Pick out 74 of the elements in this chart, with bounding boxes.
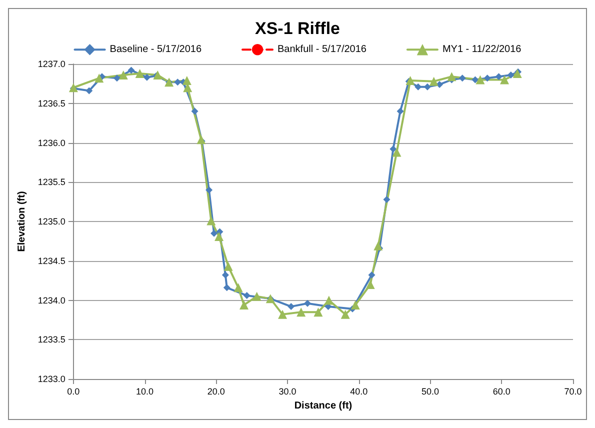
x-tick-label: 70.0 xyxy=(564,386,582,396)
y-tick-label: 1233.0 xyxy=(38,374,66,384)
point xyxy=(143,74,150,81)
point xyxy=(396,108,404,115)
point xyxy=(458,74,466,82)
point xyxy=(153,70,162,80)
point xyxy=(390,146,397,153)
point xyxy=(288,303,295,310)
point xyxy=(507,72,514,79)
point xyxy=(314,308,323,317)
y-tick-label: 1236.5 xyxy=(38,98,66,108)
legend-label: Bankfull - 5/17/2016 xyxy=(278,44,367,56)
x-tick-label: 50.0 xyxy=(422,386,440,396)
point xyxy=(484,74,491,82)
y-tick-label: 1237.0 xyxy=(38,59,66,69)
point xyxy=(340,310,350,319)
point xyxy=(304,300,312,307)
point xyxy=(472,76,479,84)
point xyxy=(383,196,390,203)
x-tick-label: 30.0 xyxy=(278,386,296,396)
point xyxy=(392,148,402,157)
point xyxy=(500,75,509,84)
point xyxy=(374,241,383,250)
point xyxy=(368,272,376,279)
point xyxy=(278,310,288,319)
point xyxy=(118,70,128,80)
point xyxy=(476,75,485,84)
y-axis-title: Elevation (ft) xyxy=(16,191,28,252)
y-tick-label: 1233.5 xyxy=(38,334,66,345)
point xyxy=(296,308,306,317)
point xyxy=(424,83,431,90)
point xyxy=(252,292,262,301)
point xyxy=(429,76,438,86)
x-tick-label: 10.0 xyxy=(136,386,154,396)
point xyxy=(206,186,213,194)
point xyxy=(222,272,229,279)
point xyxy=(414,83,422,90)
point xyxy=(406,76,415,86)
legend-label: Baseline - 5/17/2016 xyxy=(110,44,202,56)
x-tick-label: 60.0 xyxy=(492,386,510,396)
point xyxy=(243,292,250,300)
point xyxy=(224,262,233,271)
point xyxy=(196,135,206,144)
chart-title: XS-1 Riffle xyxy=(254,19,340,38)
point xyxy=(239,300,248,310)
point xyxy=(86,87,93,94)
point xyxy=(113,74,120,82)
x-axis-title: Distance (ft) xyxy=(294,400,352,412)
y-tick-label: 1234.5 xyxy=(38,256,66,266)
point xyxy=(128,66,135,74)
y-tick-label: 1235.0 xyxy=(38,216,66,226)
point xyxy=(206,216,216,226)
point xyxy=(512,68,522,78)
point xyxy=(174,78,182,86)
point xyxy=(191,108,198,115)
point xyxy=(210,230,218,237)
y-tick-label: 1236.0 xyxy=(38,138,66,148)
x-tick-label: 20.0 xyxy=(207,386,225,396)
x-tick-label: 0.0 xyxy=(67,386,80,396)
point xyxy=(94,74,104,83)
point xyxy=(495,73,502,80)
point xyxy=(324,296,334,305)
point xyxy=(223,284,230,292)
legend-label: MY1 - 11/22/2016 xyxy=(442,44,522,56)
point xyxy=(182,76,192,86)
point xyxy=(350,300,360,310)
x-tick-label: 40.0 xyxy=(350,386,368,396)
point xyxy=(135,68,144,78)
y-tick-label: 1234.0 xyxy=(38,295,66,306)
y-tick-label: 1235.5 xyxy=(38,177,66,188)
point xyxy=(234,283,243,292)
point xyxy=(366,280,375,289)
point xyxy=(214,232,224,241)
point xyxy=(447,72,456,82)
